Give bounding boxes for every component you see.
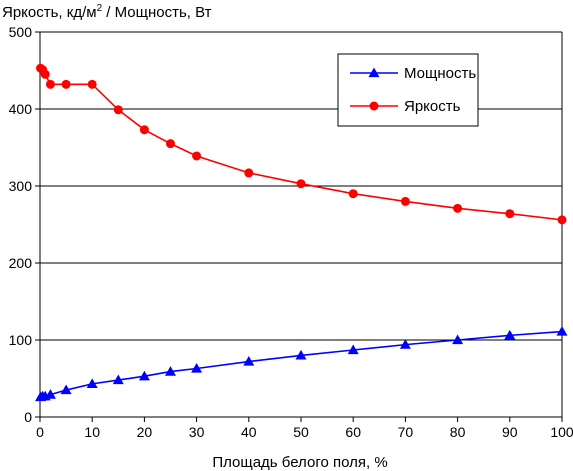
y-axis-title-main: Яркость, кд/м: [2, 4, 97, 21]
x-tick-label: 20: [137, 424, 153, 440]
x-tick-label: 40: [241, 424, 257, 440]
y-tick-labels: 0 100 200 300 400 500: [9, 24, 33, 425]
x-tick-label: 60: [345, 424, 361, 440]
y-tick-label: 500: [9, 24, 33, 40]
y-tick-label: 0: [24, 409, 32, 425]
data-point-power: [243, 356, 255, 366]
y-tick-label: 200: [9, 255, 33, 271]
x-tick-label: 100: [550, 424, 573, 440]
x-tick-label: 70: [398, 424, 414, 440]
data-point-power: [347, 344, 359, 355]
data-point-brightness: [296, 179, 306, 189]
y-tick-label: 100: [9, 332, 33, 348]
data-point-brightness: [557, 215, 567, 225]
x-tick-label: 0: [36, 424, 44, 440]
x-tick-label: 80: [450, 424, 466, 440]
data-series: [35, 63, 568, 402]
y-tick-label: 400: [9, 101, 33, 117]
y-axis-title-superscript: 2: [97, 3, 103, 14]
x-tick-label: 90: [502, 424, 518, 440]
data-point-brightness: [40, 69, 50, 79]
data-point-brightness: [505, 209, 515, 219]
x-tick-labels: 0 10 20 30 40 50 60 70 80 90 100: [36, 424, 573, 440]
data-point-brightness: [139, 125, 149, 135]
data-point-brightness: [453, 203, 463, 213]
data-point-power: [556, 326, 568, 336]
legend: Мощность Яркость: [337, 53, 479, 127]
data-point-power: [191, 362, 203, 373]
data-point-brightness: [166, 139, 175, 149]
data-point-brightness: [348, 189, 358, 199]
axes: [35, 31, 563, 422]
y-axis-title-tail: / Мощность, Вт: [102, 4, 212, 21]
data-point-power: [165, 366, 176, 376]
data-point-brightness: [61, 79, 71, 89]
series-brightness: [36, 63, 567, 225]
legend-box: [337, 53, 479, 127]
data-point-power: [452, 334, 464, 345]
data-point-power: [44, 389, 56, 399]
legend-marker-power: [368, 67, 380, 78]
data-point-power: [112, 374, 124, 385]
data-point-brightness: [400, 196, 410, 206]
y-axis-title: Яркость, кд/м2 / Мощность, Вт: [2, 3, 212, 21]
legend-label-brightness: Яркость: [404, 98, 461, 115]
legend-marker-brightness: [369, 101, 379, 111]
data-point-power: [60, 384, 72, 395]
data-point-power: [504, 329, 516, 340]
x-tick-label: 30: [189, 424, 205, 440]
data-point-power: [399, 339, 411, 349]
series-power: [35, 326, 568, 402]
data-point-power: [86, 378, 98, 389]
legend-label-power: Мощность: [404, 65, 476, 82]
y-tick-label: 300: [9, 178, 33, 194]
data-point-brightness: [113, 105, 123, 115]
data-point-brightness: [192, 151, 202, 161]
x-axis-title: Площадь белого поля, %: [212, 454, 387, 471]
series-line-brightness: [40, 67, 563, 221]
data-point-power: [295, 349, 307, 360]
data-point-power: [138, 370, 150, 381]
data-point-brightness: [244, 168, 254, 178]
x-tick-label: 10: [84, 424, 100, 440]
data-point-brightness: [87, 79, 97, 89]
x-tick-label: 50: [293, 424, 309, 440]
series-line-power: [40, 330, 563, 398]
data-point-brightness: [45, 79, 55, 89]
